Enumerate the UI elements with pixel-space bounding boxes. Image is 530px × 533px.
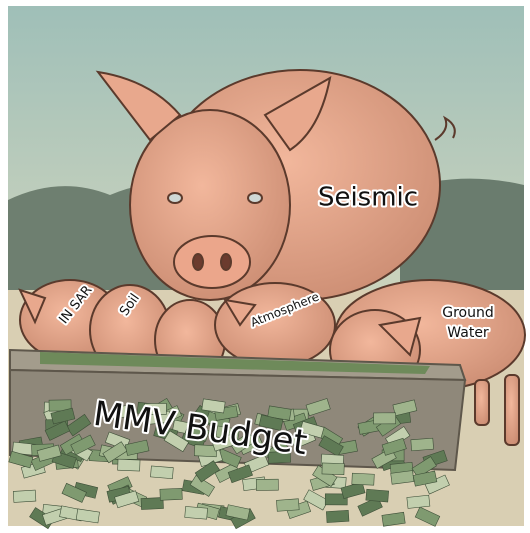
banknote <box>118 459 140 471</box>
banknote <box>374 413 396 424</box>
banknote <box>13 490 36 502</box>
banknote <box>276 499 299 512</box>
banknote <box>160 488 182 500</box>
piglet-label: Water <box>447 325 489 341</box>
banknote <box>411 438 434 451</box>
banknote <box>366 489 389 502</box>
page: Seismic IN SAR Soil Atmosphere Ground Wa… <box>0 0 530 533</box>
banknote <box>352 473 375 485</box>
banknote <box>150 466 173 479</box>
banknote <box>391 471 414 485</box>
banknote <box>407 495 430 508</box>
banknote <box>185 506 208 519</box>
piglet-label: Ground <box>442 305 494 321</box>
banknote <box>326 510 349 522</box>
illustration: Seismic IN SAR Soil Atmosphere Ground Wa… <box>0 0 530 533</box>
banknote <box>322 463 344 475</box>
banknote <box>256 479 278 490</box>
seismic-label: Seismic <box>318 183 418 213</box>
